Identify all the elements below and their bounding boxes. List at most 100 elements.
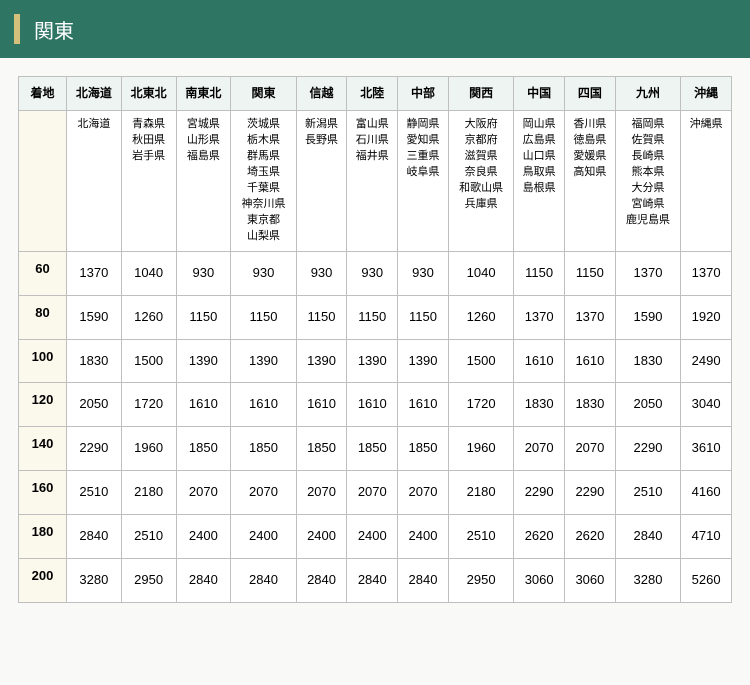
price-cell: 2840 <box>615 514 680 558</box>
price-cell: 1150 <box>347 295 398 339</box>
region-header: 関東 <box>0 0 750 58</box>
price-cell: 1850 <box>176 427 231 471</box>
price-cell: 4710 <box>681 514 732 558</box>
price-cell: 2070 <box>231 471 296 515</box>
region-header-cell: 沖縄 <box>681 77 732 111</box>
price-cell: 2180 <box>448 471 513 515</box>
price-cell: 1830 <box>615 339 680 383</box>
region-header-cell: 四国 <box>565 77 616 111</box>
price-cell: 2290 <box>565 471 616 515</box>
price-cell: 1500 <box>448 339 513 383</box>
prefecture-list-cell: 沖縄県 <box>681 111 732 252</box>
prefecture-list-cell: 岡山県広島県山口県鳥取県島根県 <box>514 111 565 252</box>
price-cell: 2070 <box>398 471 449 515</box>
price-cell: 1150 <box>296 295 347 339</box>
price-cell: 1370 <box>565 295 616 339</box>
price-cell: 2290 <box>514 471 565 515</box>
price-cell: 1590 <box>615 295 680 339</box>
sub-header-row: 北海道青森県秋田県岩手県宮城県山形県福島県茨城県栃木県群馬県埼玉県千葉県神奈川県… <box>19 111 732 252</box>
price-cell: 1150 <box>565 251 616 295</box>
price-cell: 5260 <box>681 558 732 602</box>
price-cell: 930 <box>176 251 231 295</box>
price-cell: 2050 <box>67 383 122 427</box>
price-cell: 1390 <box>231 339 296 383</box>
prefecture-list-cell: 宮城県山形県福島県 <box>176 111 231 252</box>
price-cell: 930 <box>398 251 449 295</box>
table-row: 8015901260115011501150115011501260137013… <box>19 295 732 339</box>
price-cell: 1850 <box>231 427 296 471</box>
price-cell: 1610 <box>176 383 231 427</box>
prefecture-list-cell: 北海道 <box>67 111 122 252</box>
size-cell: 140 <box>19 427 67 471</box>
price-table-body: 6013701040930930930930930104011501150137… <box>19 251 732 602</box>
price-cell: 1830 <box>67 339 122 383</box>
price-table-head: 着地 北海道北東北南東北関東信越北陸中部関西中国四国九州沖縄 北海道青森県秋田県… <box>19 77 732 252</box>
region-header-cell: 北陸 <box>347 77 398 111</box>
price-cell: 1850 <box>398 427 449 471</box>
price-cell: 1260 <box>448 295 513 339</box>
price-cell: 2840 <box>296 558 347 602</box>
price-cell: 1720 <box>448 383 513 427</box>
price-cell: 2840 <box>398 558 449 602</box>
price-cell: 3610 <box>681 427 732 471</box>
price-cell: 1150 <box>231 295 296 339</box>
price-cell: 930 <box>296 251 347 295</box>
table-row: 1402290196018501850185018501850196020702… <box>19 427 732 471</box>
price-cell: 1830 <box>514 383 565 427</box>
header-row: 着地 北海道北東北南東北関東信越北陸中部関西中国四国九州沖縄 <box>19 77 732 111</box>
price-cell: 1610 <box>296 383 347 427</box>
region-header-cell: 南東北 <box>176 77 231 111</box>
size-cell: 160 <box>19 471 67 515</box>
price-cell: 2400 <box>296 514 347 558</box>
price-cell: 2510 <box>67 471 122 515</box>
price-cell: 2400 <box>398 514 449 558</box>
price-cell: 2840 <box>347 558 398 602</box>
region-header-cell: 中部 <box>398 77 449 111</box>
prefecture-list-cell: 香川県徳島県愛媛県高知県 <box>565 111 616 252</box>
sub-corner-blank <box>19 111 67 252</box>
price-cell: 2510 <box>615 471 680 515</box>
price-cell: 930 <box>231 251 296 295</box>
price-cell: 3280 <box>67 558 122 602</box>
price-cell: 2840 <box>231 558 296 602</box>
table-row: 1001830150013901390139013901390150016101… <box>19 339 732 383</box>
price-cell: 1370 <box>514 295 565 339</box>
prefecture-list-cell: 青森県秋田県岩手県 <box>121 111 176 252</box>
header-accent-bar <box>14 14 20 44</box>
price-cell: 2400 <box>347 514 398 558</box>
price-cell: 1040 <box>448 251 513 295</box>
price-cell: 1610 <box>347 383 398 427</box>
table-row: 2003280295028402840284028402840295030603… <box>19 558 732 602</box>
price-cell: 3060 <box>565 558 616 602</box>
price-cell: 1150 <box>398 295 449 339</box>
price-cell: 2050 <box>615 383 680 427</box>
price-cell: 2400 <box>231 514 296 558</box>
price-cell: 2070 <box>176 471 231 515</box>
size-cell: 200 <box>19 558 67 602</box>
price-cell: 1370 <box>681 251 732 295</box>
prefecture-list-cell: 茨城県栃木県群馬県埼玉県千葉県神奈川県東京都山梨県 <box>231 111 296 252</box>
price-cell: 2840 <box>176 558 231 602</box>
table-row: 1202050172016101610161016101610172018301… <box>19 383 732 427</box>
price-cell: 1260 <box>121 295 176 339</box>
region-header-cell: 北海道 <box>67 77 122 111</box>
price-cell: 2070 <box>514 427 565 471</box>
price-cell: 2950 <box>121 558 176 602</box>
size-cell: 100 <box>19 339 67 383</box>
region-header-cell: 関東 <box>231 77 296 111</box>
price-cell: 1720 <box>121 383 176 427</box>
price-cell: 2070 <box>347 471 398 515</box>
size-cell: 180 <box>19 514 67 558</box>
price-cell: 1500 <box>121 339 176 383</box>
region-header-cell: 北東北 <box>121 77 176 111</box>
price-cell: 2290 <box>615 427 680 471</box>
corner-cell: 着地 <box>19 77 67 111</box>
prefecture-list-cell: 福岡県佐賀県長崎県熊本県大分県宮崎県鹿児島県 <box>615 111 680 252</box>
price-cell: 2510 <box>448 514 513 558</box>
price-cell: 1830 <box>565 383 616 427</box>
price-cell: 2400 <box>176 514 231 558</box>
price-table-container: 着地 北海道北東北南東北関東信越北陸中部関西中国四国九州沖縄 北海道青森県秋田県… <box>0 58 750 621</box>
price-cell: 1150 <box>514 251 565 295</box>
price-cell: 3060 <box>514 558 565 602</box>
price-cell: 1610 <box>231 383 296 427</box>
